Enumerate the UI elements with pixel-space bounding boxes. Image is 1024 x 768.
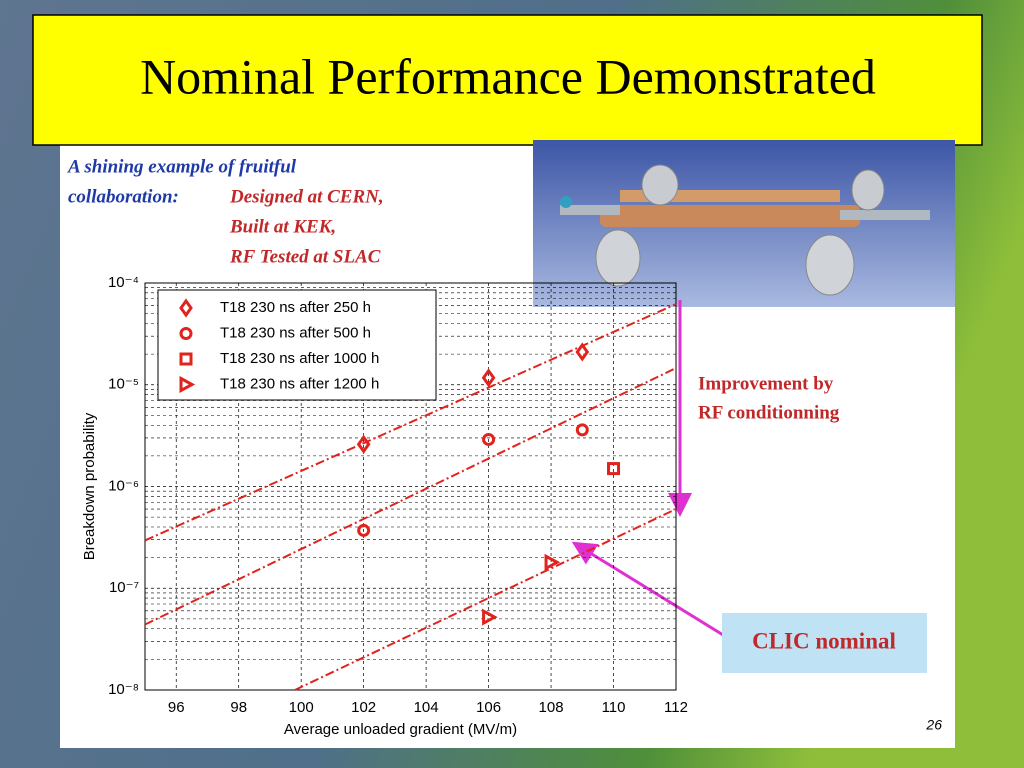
legend-box — [157, 289, 437, 401]
clic-box — [722, 613, 927, 673]
data-point — [356, 434, 371, 454]
credit-text: Built at KEK, — [229, 216, 336, 237]
legend-label: T18 230 ns after 250 h — [220, 299, 371, 316]
y-tick-label: 10⁻⁶ — [108, 477, 139, 494]
x-tick-label: 110 — [602, 699, 626, 716]
legend-marker — [179, 352, 193, 366]
fit-line — [144, 367, 677, 626]
x-tick-label: 104 — [414, 699, 439, 716]
data-point — [575, 342, 590, 362]
y-tick-label: 10⁻⁸ — [108, 681, 139, 698]
title-box — [32, 14, 983, 146]
x-tick-label: 102 — [351, 699, 376, 716]
data-point — [482, 608, 498, 626]
x-tick-label: 112 — [664, 699, 688, 716]
data-point — [607, 462, 621, 476]
structure-photo — [533, 140, 955, 307]
legend-marker — [179, 375, 196, 394]
intro-text: collaboration: — [68, 186, 179, 207]
legend-label: T18 230 ns after 1000 h — [220, 350, 379, 367]
improvement-text: RF conditionning — [698, 402, 840, 423]
x-axis-label: Average unloaded gradient (MV/m) — [284, 721, 517, 738]
x-tick-label: 108 — [539, 699, 564, 716]
improvement-text: Improvement by — [698, 373, 834, 394]
clic-label: CLIC nominal — [752, 628, 896, 653]
x-tick-label: 96 — [168, 699, 185, 716]
y-tick-label: 10⁻⁷ — [109, 579, 139, 596]
fit-line — [294, 508, 677, 691]
page-number: 26 — [925, 717, 942, 733]
plot-frame — [144, 282, 677, 691]
data-point — [544, 553, 561, 571]
x-tick-label: 98 — [230, 699, 247, 716]
data-point — [357, 523, 371, 537]
intro-text: A shining example of fruitful — [67, 156, 297, 177]
chart: 10⁻⁸ 10⁻⁷ 10⁻⁶ 10⁻⁵ 10⁻⁴ 96 98 100 102 104 106 108 1… — [81, 274, 688, 738]
legend-marker — [179, 327, 193, 340]
y-tick-label: 10⁻⁵ — [108, 376, 139, 393]
fit-line — [144, 303, 677, 542]
legend-label: T18 230 ns after 500 h — [220, 324, 371, 341]
slide-title: Nominal Performance Demonstrated — [140, 48, 876, 104]
x-tick-label: 106 — [476, 699, 501, 716]
data-point — [482, 432, 496, 446]
data-point — [575, 423, 589, 437]
credit-text: Designed at CERN, — [229, 186, 384, 207]
x-tick-label: 100 — [289, 699, 314, 716]
legend-label: T18 230 ns after 1200 h — [220, 375, 379, 392]
credit-text: RF Tested at SLAC — [229, 246, 381, 267]
data-point — [481, 368, 496, 388]
y-tick-label: 10⁻⁴ — [108, 274, 139, 291]
y-axis-label: Breakdown probability — [81, 412, 98, 560]
legend-marker — [179, 298, 193, 318]
